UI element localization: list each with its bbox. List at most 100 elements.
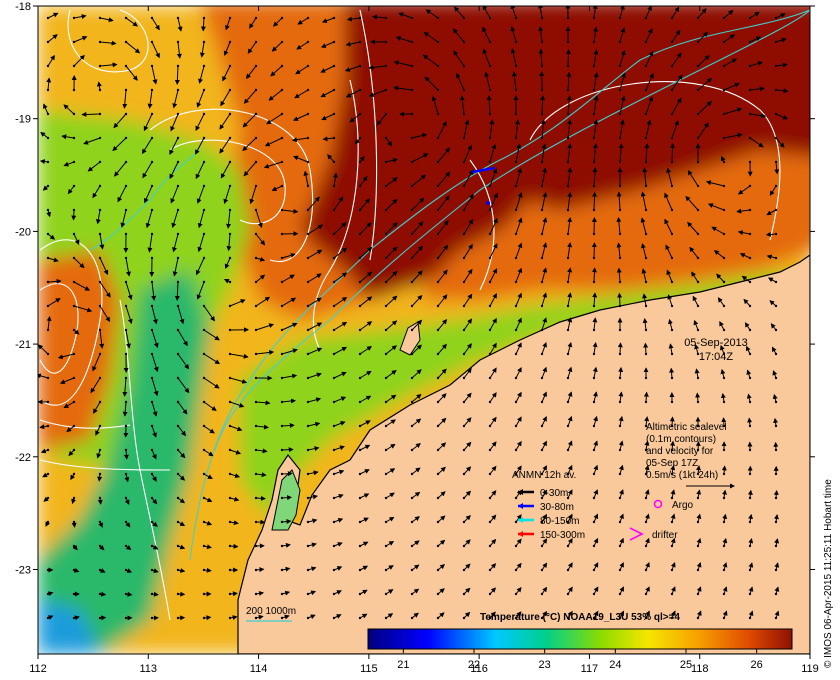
velocity-arrow-origin xyxy=(202,616,206,620)
velocity-arrow xyxy=(717,297,725,307)
velocity-arrow-origin xyxy=(254,184,258,188)
velocity-arrow xyxy=(541,167,548,187)
velocity-arrow xyxy=(617,342,623,355)
velocity-arrow-origin xyxy=(436,400,440,404)
velocity-arrow xyxy=(87,161,101,172)
velocity-arrow-origin xyxy=(124,592,128,596)
velocity-arrow xyxy=(122,377,128,397)
velocity-arrow xyxy=(368,64,387,70)
velocity-arrow-origin xyxy=(384,448,388,452)
velocity-arrow-origin xyxy=(644,424,648,428)
velocity-arrow-origin xyxy=(774,496,778,500)
velocity-arrow-origin xyxy=(696,280,700,284)
velocity-arrow-origin xyxy=(98,40,102,44)
velocity-arrow xyxy=(541,610,548,619)
velocity-arrow-origin xyxy=(410,304,414,308)
velocity-arrow xyxy=(489,217,498,235)
velocity-arrow xyxy=(515,562,522,571)
velocity-arrow-origin xyxy=(592,112,596,116)
velocity-arrow xyxy=(281,297,297,307)
velocity-arrow-origin xyxy=(514,208,518,212)
velocity-arrow-origin xyxy=(332,592,336,596)
velocity-arrow xyxy=(333,421,346,427)
velocity-arrow-origin xyxy=(514,136,518,140)
velocity-arrow-origin xyxy=(774,448,778,452)
velocity-arrow xyxy=(723,82,740,91)
velocity-arrow-origin xyxy=(748,160,752,164)
velocity-arrow xyxy=(96,81,102,91)
velocity-arrow-origin xyxy=(592,304,596,308)
velocity-arrow xyxy=(73,281,91,291)
velocity-arrow-origin xyxy=(696,592,700,596)
velocity-arrow xyxy=(117,185,127,203)
velocity-arrow-origin xyxy=(150,448,154,452)
velocity-arrow-origin xyxy=(280,448,284,452)
velocity-arrow-origin xyxy=(696,16,700,20)
velocity-arrow xyxy=(66,425,75,433)
velocity-arrow-origin xyxy=(566,112,570,116)
velocity-arrow-origin xyxy=(566,280,570,284)
velocity-arrow xyxy=(692,295,699,307)
velocity-arrow-origin xyxy=(150,472,154,476)
velocity-arrow xyxy=(411,197,425,211)
velocity-arrow xyxy=(307,224,324,235)
velocity-arrow xyxy=(359,321,373,331)
velocity-arrow xyxy=(220,161,231,179)
velocity-arrow-origin xyxy=(150,88,154,92)
velocity-arrow xyxy=(385,369,397,379)
velocity-arrow-origin xyxy=(228,376,232,380)
velocity-arrow xyxy=(463,514,471,523)
velocity-arrow xyxy=(99,305,111,323)
velocity-arrow xyxy=(63,104,75,115)
velocity-arrow-origin xyxy=(358,352,362,356)
velocity-arrow xyxy=(411,491,421,499)
velocity-arrow xyxy=(489,119,495,139)
velocity-arrow-origin xyxy=(202,40,206,44)
velocity-arrow-origin xyxy=(332,280,336,284)
velocity-arrow-origin xyxy=(670,352,674,356)
velocity-arrow xyxy=(142,161,153,179)
velocity-arrow-origin xyxy=(46,328,50,332)
velocity-arrow-origin xyxy=(306,568,310,572)
velocity-arrow-origin xyxy=(436,448,440,452)
velocity-arrow-origin xyxy=(150,256,154,260)
velocity-arrow xyxy=(296,41,309,50)
velocity-arrow-origin xyxy=(124,112,128,116)
velocity-arrow-origin xyxy=(384,424,388,428)
velocity-arrow xyxy=(143,113,153,132)
velocity-arrow-origin xyxy=(618,160,622,164)
velocity-arrow xyxy=(697,77,712,91)
velocity-arrow xyxy=(668,318,673,331)
velocity-arrow-origin xyxy=(644,328,648,332)
velocity-arrow-origin xyxy=(72,280,76,284)
velocity-arrow xyxy=(203,401,217,411)
velocity-arrow xyxy=(720,392,726,403)
velocity-arrow xyxy=(229,353,249,359)
velocity-arrow-origin xyxy=(306,88,310,92)
colorbar-ticks: 21 22 23 24 25 26 xyxy=(397,649,763,671)
velocity-arrow xyxy=(593,464,599,475)
velocity-arrow-origin xyxy=(540,64,544,68)
velocity-arrow xyxy=(669,367,675,379)
velocity-arrow-origin xyxy=(514,400,518,404)
velocity-arrow-origin xyxy=(722,136,726,140)
velocity-arrow xyxy=(333,542,343,547)
velocity-arrow-origin xyxy=(228,112,232,116)
velocity-arrow-origin xyxy=(696,88,700,92)
velocity-arrow-origin xyxy=(514,328,518,332)
velocity-arrow-origin xyxy=(332,16,336,20)
lon-tick-label: 118 xyxy=(691,663,709,675)
velocity-arrow xyxy=(59,377,75,385)
velocity-arrow xyxy=(618,366,624,379)
velocity-arrow xyxy=(670,464,676,475)
velocity-arrow-origin xyxy=(514,232,518,236)
velocity-arrow xyxy=(243,89,257,104)
velocity-arrow-origin xyxy=(228,448,232,452)
velocity-arrow-origin xyxy=(358,304,362,308)
velocity-arrow xyxy=(281,208,299,214)
velocity-arrow xyxy=(644,143,650,163)
velocity-arrow-origin xyxy=(618,88,622,92)
velocity-arrow-origin xyxy=(280,352,284,356)
velocity-arrow xyxy=(174,65,180,85)
velocity-arrow-origin xyxy=(618,64,622,68)
